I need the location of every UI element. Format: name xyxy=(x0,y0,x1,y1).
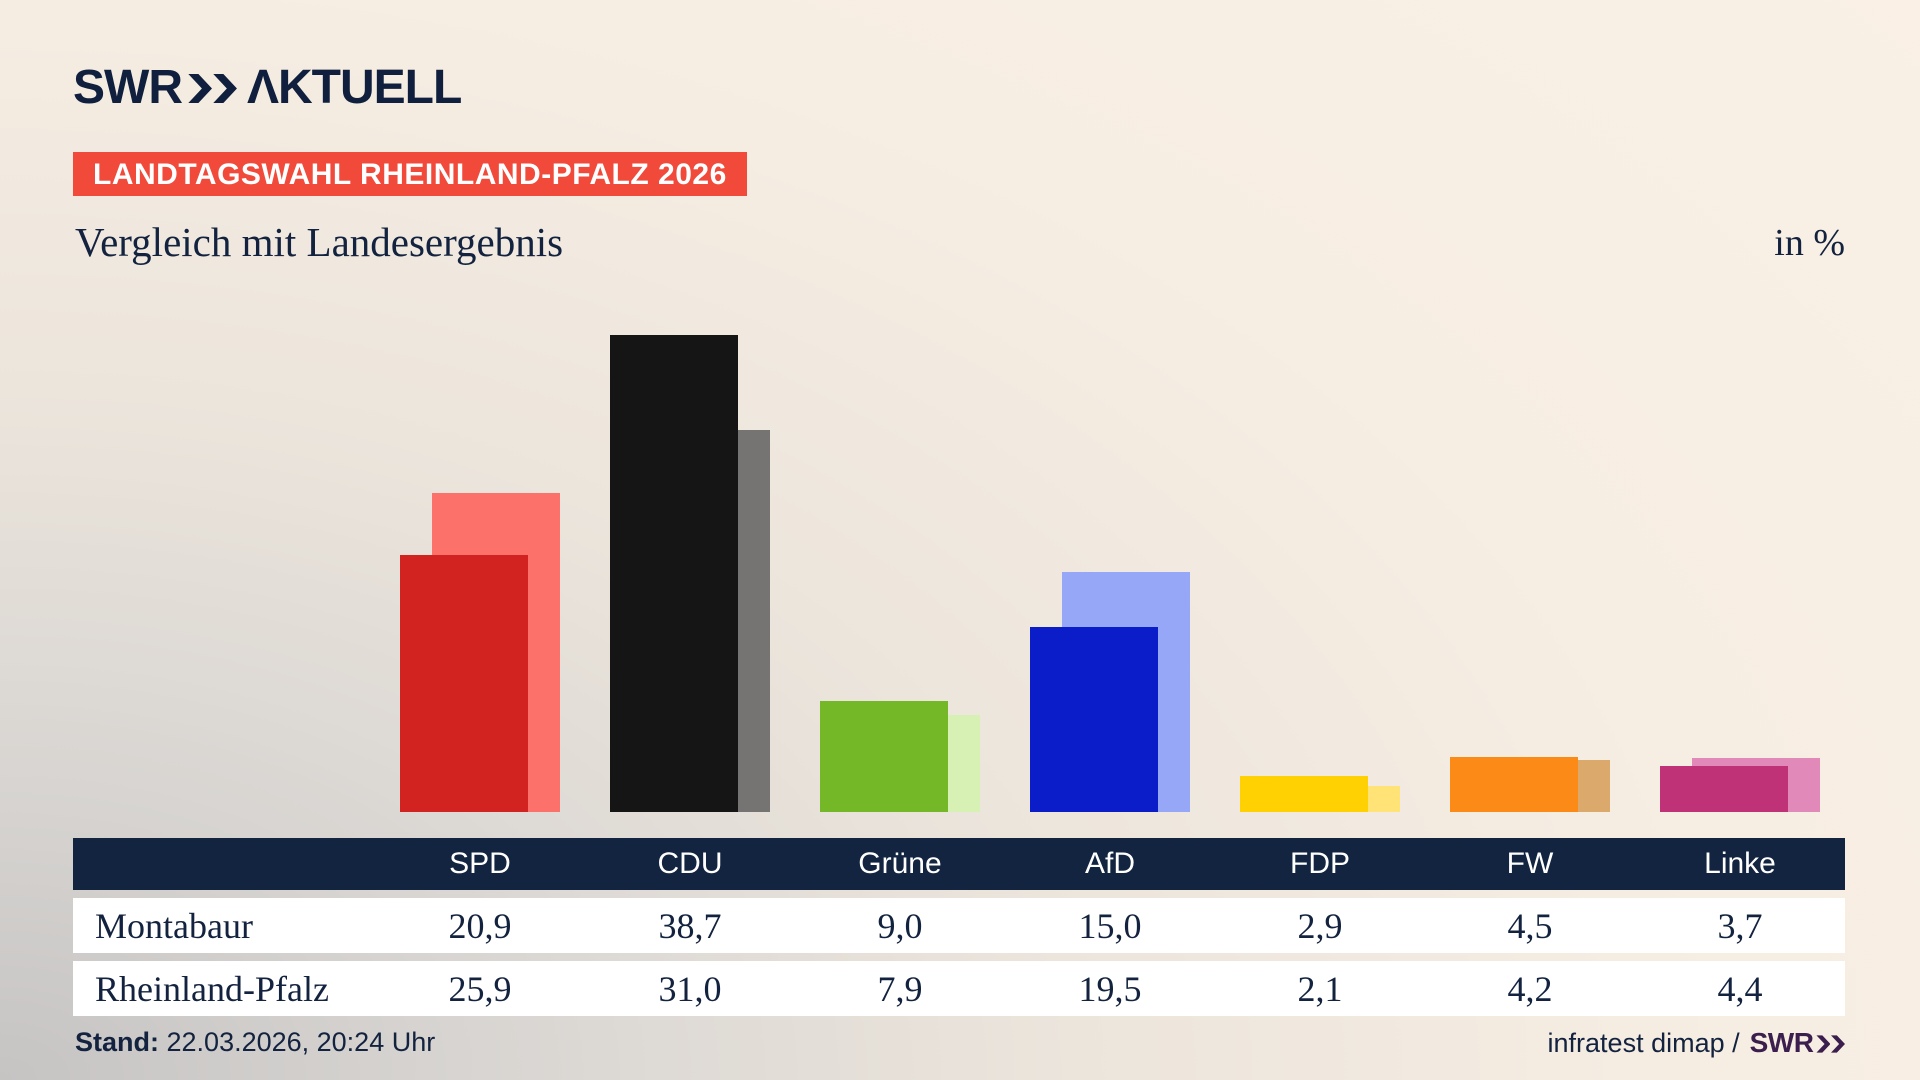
table-header-row: SPD CDU Grüne AfD FDP FW Linke xyxy=(73,838,1845,890)
unit-label: in % xyxy=(1774,222,1845,264)
column-header-Grüne: Grüne xyxy=(858,847,942,880)
column-header-FW: FW xyxy=(1506,847,1554,880)
source-text: infratest dimap / xyxy=(1547,1027,1740,1058)
column-header-SPD: SPD xyxy=(449,847,511,880)
cell-Montabaur-Grüne: 9,0 xyxy=(877,905,923,946)
swr-aktuell-logo: SWR ΛKTUELL xyxy=(73,60,462,115)
cell-Montabaur-AfD: 15,0 xyxy=(1078,905,1142,946)
cell-Montabaur-CDU: 38,7 xyxy=(658,905,722,946)
bar-district-CDU xyxy=(610,335,738,812)
double-chevron-icon xyxy=(187,73,237,104)
cell-Rheinland-Pfalz-CDU: 31,0 xyxy=(658,968,722,1009)
bar-district-SPD xyxy=(400,555,528,812)
cell-Montabaur-FW: 4,5 xyxy=(1507,905,1553,946)
cell-Montabaur-SPD: 20,9 xyxy=(448,905,512,946)
source-credit: infratest dimap / SWR xyxy=(1548,1027,1845,1059)
stand-label: Stand: xyxy=(75,1027,159,1057)
cell-Rheinland-Pfalz-AfD: 19,5 xyxy=(1078,968,1142,1009)
swr-wordmark: SWR xyxy=(73,61,183,114)
stand-value: 22.03.2026, 20:24 Uhr xyxy=(166,1027,436,1057)
table-row: Montabaur 20,9 38,7 9,0 15,0 2,9 4,5 3,7 xyxy=(73,898,1845,953)
cell-Rheinland-Pfalz-FDP: 2,1 xyxy=(1297,968,1343,1009)
stand-timestamp: Stand: 22.03.2026, 20:24 Uhr xyxy=(75,1027,435,1058)
cell-Rheinland-Pfalz-Grüne: 7,9 xyxy=(877,968,923,1009)
header-spacer xyxy=(73,838,375,890)
aktuell-wordmark: ΛKTUELL xyxy=(246,61,462,114)
swr-logo-small: SWR xyxy=(1750,1027,1845,1059)
bar-district-AfD xyxy=(1030,627,1158,812)
double-chevron-icon xyxy=(1816,1035,1845,1053)
results-table: SPD CDU Grüne AfD FDP FW Linke Montabaur 20,9 38,… xyxy=(73,838,1845,1016)
bar-district-FDP xyxy=(1240,776,1368,812)
cell-Rheinland-Pfalz-FW: 4,2 xyxy=(1507,968,1553,1009)
cell-Montabaur-FDP: 2,9 xyxy=(1297,905,1343,946)
cell-Rheinland-Pfalz-Linke: 4,4 xyxy=(1717,968,1763,1009)
table-row: Rheinland-Pfalz 25,9 31,0 7,9 19,5 2,1 4,2 4,4 xyxy=(73,961,1845,1016)
cell-Rheinland-Pfalz-SPD: 25,9 xyxy=(448,968,512,1009)
column-header-Linke: Linke xyxy=(1704,847,1776,880)
cell-Montabaur-Linke: 3,7 xyxy=(1717,905,1763,946)
column-header-CDU: CDU xyxy=(657,847,723,880)
column-header-FDP: FDP xyxy=(1290,847,1350,880)
bar-district-Linke xyxy=(1660,766,1788,812)
bar-district-FW xyxy=(1450,757,1578,812)
row-label: Montabaur xyxy=(95,905,253,946)
page-title: Vergleich mit Landesergebnis xyxy=(75,219,564,265)
row-label: Rheinland-Pfalz xyxy=(95,968,329,1009)
column-header-AfD: AfD xyxy=(1084,847,1135,880)
election-banner: LANDTAGSWAHL RHEINLAND-PFALZ 2026 xyxy=(73,152,747,196)
bar-district-Grüne xyxy=(820,701,948,812)
